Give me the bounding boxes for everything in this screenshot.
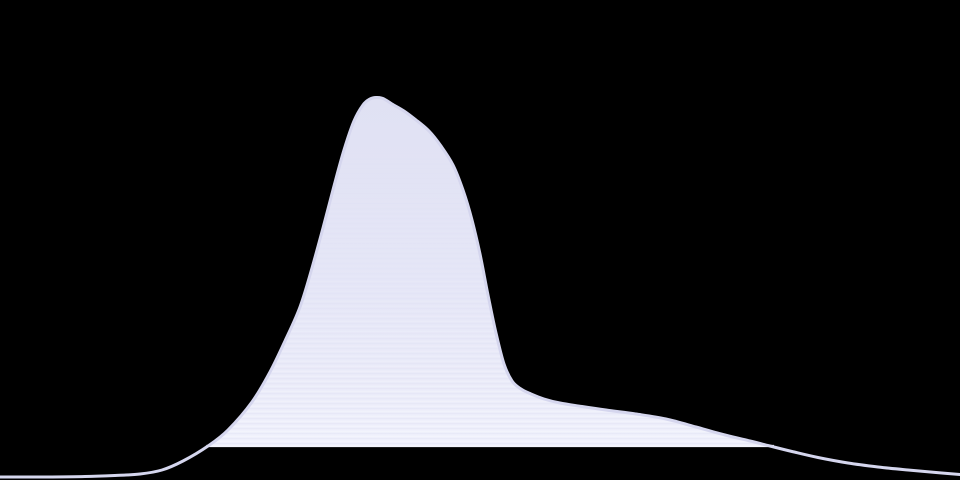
density-fill-texture: [0, 97, 960, 447]
density-curve-line: [0, 95, 960, 479]
